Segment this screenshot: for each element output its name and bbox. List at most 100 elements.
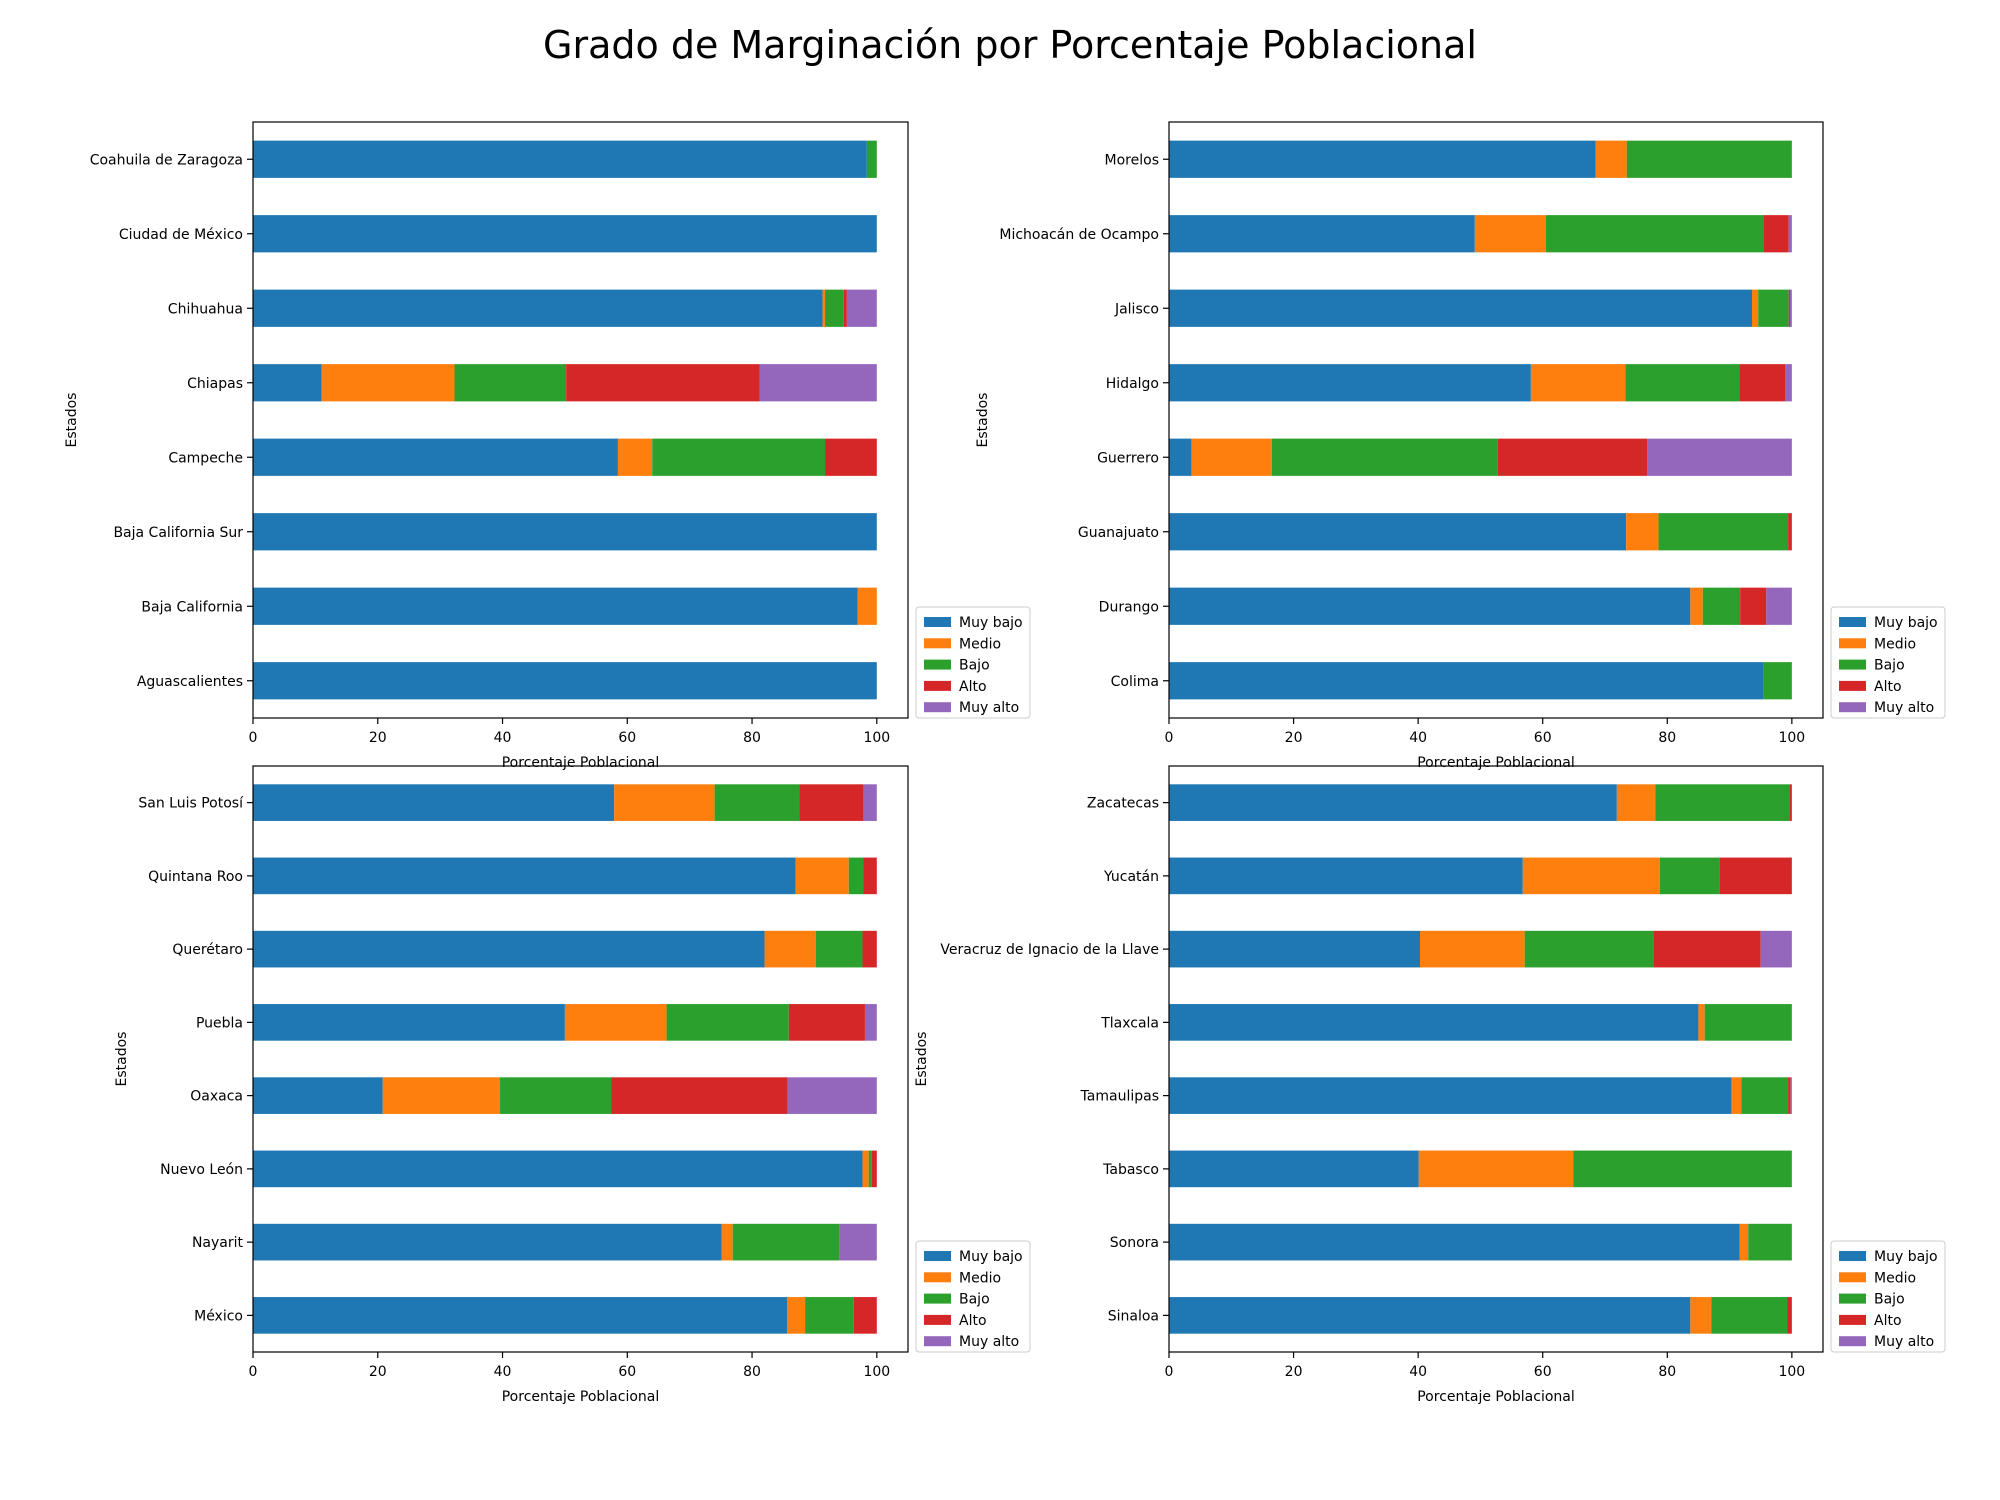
bar-segment: [764, 930, 816, 968]
y-tick-label: Jalisco: [1114, 301, 1159, 317]
bar-segment: [253, 1077, 383, 1114]
bar-segment: [253, 857, 796, 895]
axes-frame: [252, 121, 909, 719]
x-tick-label: 20: [369, 1364, 387, 1380]
bar-segment: [253, 1004, 565, 1041]
bar-segment: [1418, 1150, 1574, 1188]
bar-segment: [1169, 1297, 1691, 1334]
bar-segment: [1271, 438, 1498, 476]
bar-segment: [1169, 513, 1627, 551]
bar-segment: [787, 1077, 877, 1114]
legend-label: Bajo: [1874, 658, 1905, 674]
bar-segment: [1169, 215, 1475, 253]
legend-swatch: [924, 617, 951, 627]
bar-segment: [1169, 784, 1617, 821]
bar-segment: [864, 1004, 877, 1041]
legend-swatch: [924, 702, 951, 713]
y-tick-label: Nuevo León: [160, 1162, 243, 1178]
bar-segment: [721, 1223, 733, 1261]
legend-swatch: [1839, 1314, 1866, 1325]
legend-label: Bajo: [1874, 1292, 1905, 1308]
bar-segment: [1788, 1077, 1791, 1114]
bar-segment: [1169, 930, 1421, 968]
bar-segment: [652, 438, 826, 476]
bar-segment: [1169, 364, 1531, 402]
chart-title: Grado de Marginación por Porcentaje Pobl…: [543, 23, 1477, 67]
y-tick-label: Puebla: [196, 1015, 243, 1031]
y-tick-label: Baja California Sur: [113, 525, 243, 541]
x-tick-label: 80: [1658, 730, 1676, 746]
bar-segment: [1763, 662, 1792, 700]
bar-segment: [1751, 289, 1759, 327]
y-axis-label: Estados: [914, 1032, 930, 1087]
bar-segment: [1758, 289, 1789, 327]
x-tick-label: 100: [1778, 730, 1805, 746]
y-tick-label: Chihuahua: [168, 301, 243, 317]
x-axis-label: Porcentaje Poblacional: [502, 755, 660, 771]
axes-frame: [1168, 765, 1824, 1353]
bar-segment: [1790, 1077, 1792, 1114]
y-tick-label: Quintana Roo: [148, 869, 243, 885]
legend-swatch: [924, 1314, 951, 1325]
legend-swatch: [1839, 1251, 1866, 1261]
y-tick-label: México: [194, 1308, 243, 1324]
bar-segment: [382, 1077, 501, 1114]
legend: Muy bajo Medio Bajo Alto Muy alto: [1830, 1240, 1946, 1353]
bar-segment: [253, 364, 322, 402]
bar-segment: [1169, 1150, 1419, 1188]
bar-segment: [253, 1297, 787, 1334]
bar-segment: [1659, 857, 1720, 895]
bar-segment: [825, 438, 877, 476]
bar-segment: [795, 857, 849, 895]
bar-segment: [1169, 1004, 1699, 1041]
bar-segment: [1789, 289, 1792, 327]
bar-segment: [1739, 364, 1786, 402]
bar-segment: [1785, 364, 1792, 402]
legend: Muy bajo Medio Bajo Alto Muy alto: [1830, 606, 1946, 719]
axes-frame: [1168, 121, 1824, 719]
legend-label: Muy alto: [1874, 1334, 1934, 1350]
y-tick-label: Tlaxcala: [1100, 1015, 1159, 1031]
bar-segment: [1169, 587, 1691, 625]
x-tick-label: 60: [618, 730, 636, 746]
y-tick-label: Sinaloa: [1108, 1308, 1159, 1324]
bar-segment: [1169, 140, 1596, 178]
legend-swatch: [1839, 617, 1866, 627]
bar-segment: [1760, 930, 1792, 968]
bar-segment: [863, 784, 877, 821]
bar-segment: [1740, 587, 1767, 625]
bar-segment: [321, 364, 455, 402]
bar-segment: [1788, 215, 1792, 253]
bar-segment: [857, 587, 877, 625]
legend-swatch: [1839, 702, 1866, 713]
bar-segment: [1690, 587, 1703, 625]
x-tick-label: 0: [1165, 1364, 1174, 1380]
bar-segment: [1719, 857, 1792, 895]
bar-segment: [253, 140, 867, 178]
bar-segment: [1655, 784, 1790, 821]
y-tick-label: Morelos: [1105, 152, 1159, 168]
x-tick-label: 0: [249, 730, 258, 746]
bar-segment: [611, 1077, 788, 1114]
bar-segment: [871, 1150, 877, 1188]
bar-segment: [732, 1223, 840, 1261]
bar-segment: [1763, 215, 1789, 253]
bar-segment: [1704, 1004, 1792, 1041]
bar-segment: [566, 364, 760, 402]
subplot-3: México Nayarit Nuevo León Oaxaca Puebla Queré…: [114, 765, 1031, 1405]
y-tick-label: Michoacán de Ocampo: [999, 227, 1159, 243]
legend: Muy bajo Medio Bajo Alto Muy alto: [915, 1240, 1031, 1353]
legend-label: Alto: [1874, 1313, 1902, 1329]
legend-swatch: [924, 680, 951, 691]
bar-segment: [1748, 1223, 1792, 1261]
legend-label: Medio: [959, 1270, 1001, 1286]
y-tick-label: Chiapas: [187, 376, 243, 392]
x-tick-label: 100: [1778, 1364, 1805, 1380]
y-tick-label: San Luis Potosí: [138, 796, 244, 812]
bar-segment: [1741, 1077, 1789, 1114]
legend-label: Muy bajo: [959, 615, 1023, 631]
bar-segment: [862, 930, 877, 968]
bar-segment: [1573, 1150, 1792, 1188]
bar-segment: [253, 662, 877, 700]
